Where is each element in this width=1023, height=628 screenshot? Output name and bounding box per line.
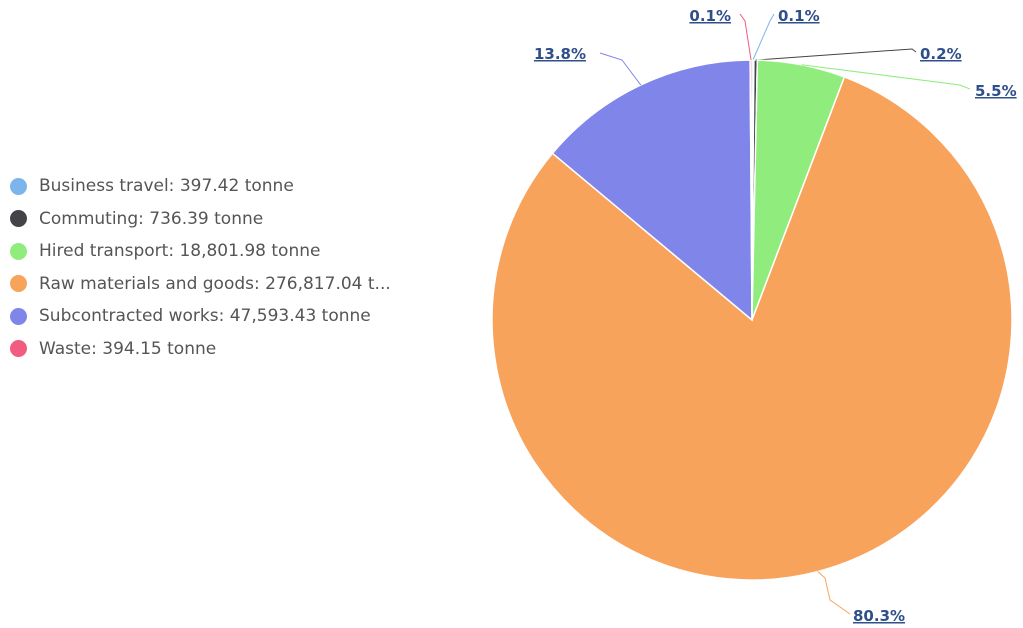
legend-label: Raw materials and goods: 276,817.04 t...: [39, 273, 391, 294]
legend-marker: [10, 340, 27, 358]
legend-item-hired-transport[interactable]: Hired transport: 18,801.98 tonne: [10, 235, 440, 268]
data-label: 80.3%: [853, 607, 905, 625]
legend-label: Business travel: 397.42 tonne: [39, 176, 294, 197]
data-label-connector: [817, 571, 851, 615]
data-label: 5.5%: [975, 82, 1017, 100]
data-label-connector: [755, 48, 917, 61]
legend-label: Hired transport: 18,801.98 tonne: [39, 241, 321, 262]
chart-legend: Business travel: 397.42 tonne Commuting:…: [10, 170, 440, 365]
legend-item-waste[interactable]: Waste: 394.15 tonne: [10, 333, 440, 366]
legend-item-commuting[interactable]: Commuting: 736.39 tonne: [10, 203, 440, 236]
data-label-connector: [801, 64, 971, 90]
data-label: 0.2%: [920, 45, 962, 63]
data-label: 0.1%: [778, 7, 820, 25]
legend-item-business-travel[interactable]: Business travel: 397.42 tonne: [10, 170, 440, 203]
data-label: 13.8%: [534, 45, 586, 63]
legend-marker: [10, 242, 27, 260]
legend-marker: [10, 177, 27, 195]
legend-marker: [10, 307, 27, 325]
data-label: 0.1%: [689, 7, 731, 25]
legend-label: Waste: 394.15 tonne: [39, 338, 217, 359]
legend-label: Subcontracted works: 47,593.43 tonne: [39, 306, 371, 327]
legend-item-subcontracted-works[interactable]: Subcontracted works: 47,593.43 tonne: [10, 300, 440, 333]
data-label-connector: [752, 13, 775, 61]
data-label-connector: [739, 13, 752, 61]
legend-label: Commuting: 736.39 tonne: [39, 208, 264, 229]
legend-item-raw-materials[interactable]: Raw materials and goods: 276,817.04 t...: [10, 268, 440, 301]
data-label-connector: [599, 52, 642, 86]
legend-marker: [10, 275, 27, 293]
legend-marker: [10, 210, 27, 228]
pie-slice-subcontracted-works[interactable]: [551, 59, 753, 322]
